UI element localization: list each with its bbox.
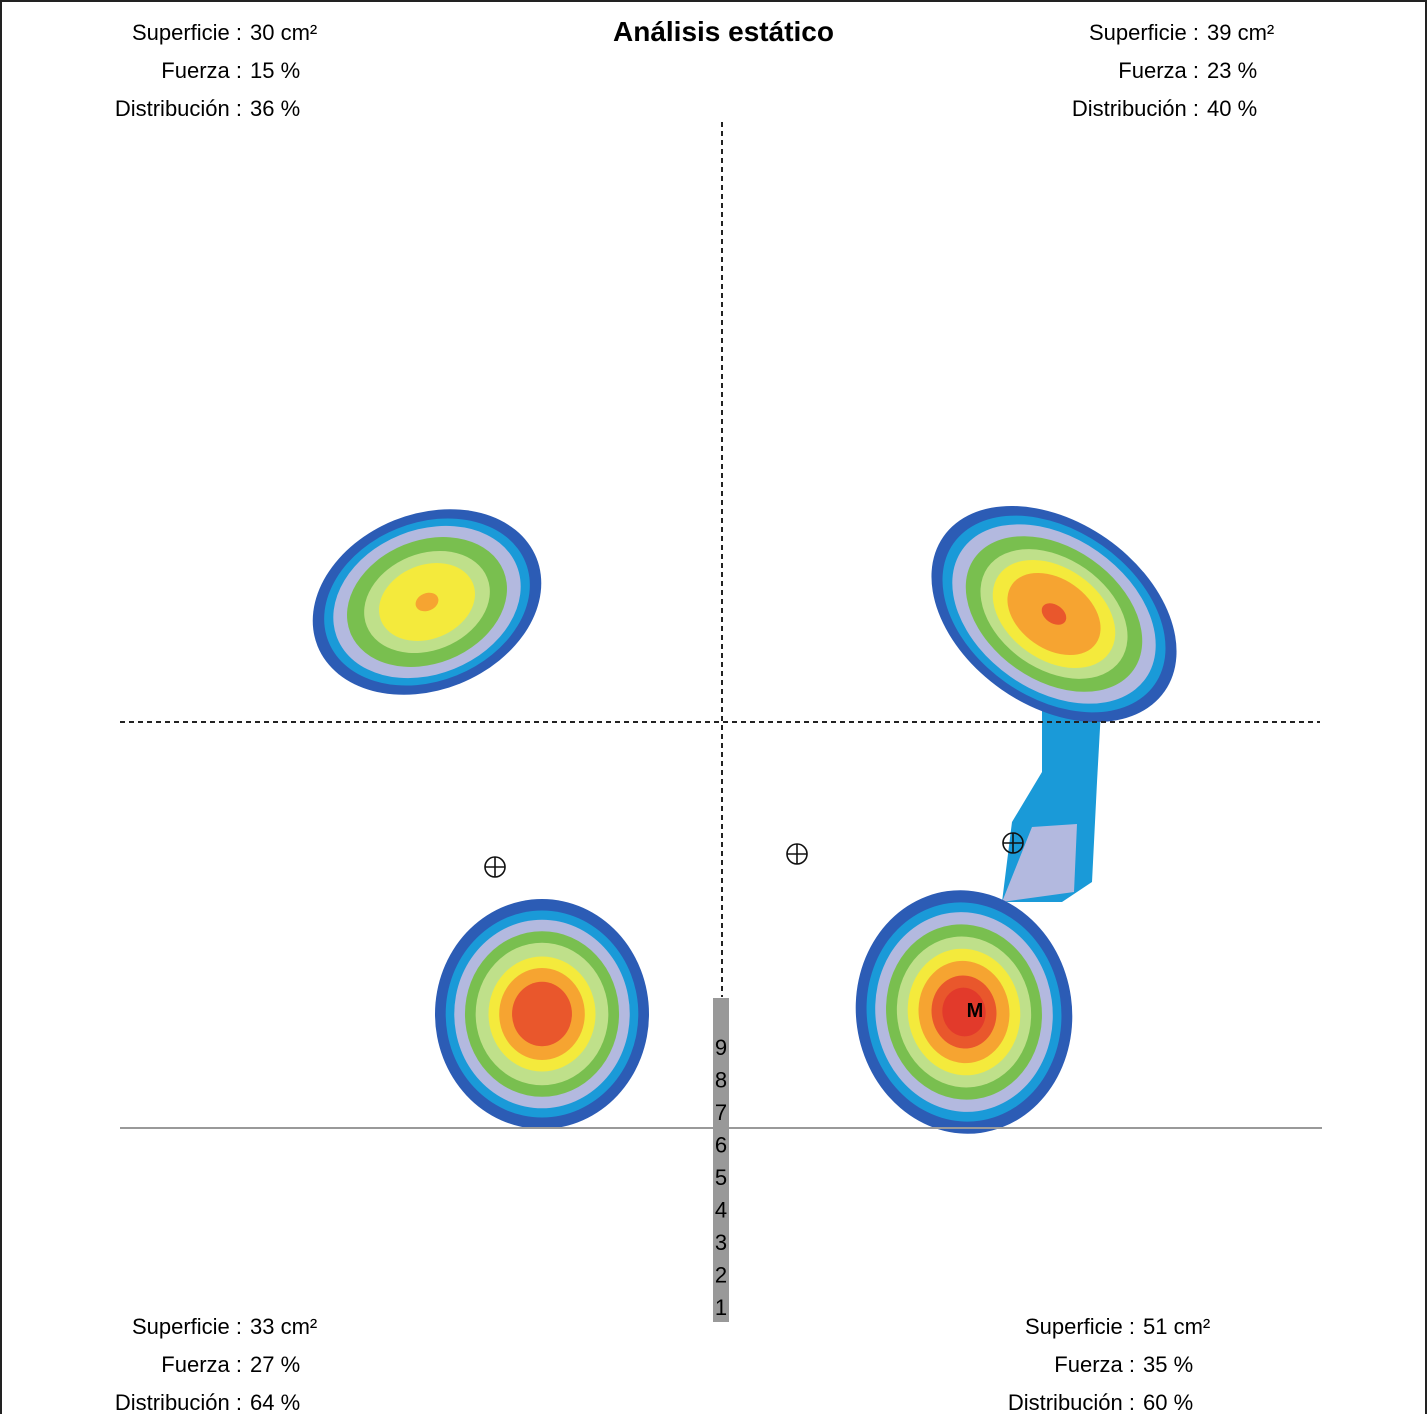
pressure-level bbox=[512, 982, 572, 1046]
pressure-blob bbox=[435, 899, 649, 1129]
scale-label: 8 bbox=[715, 1068, 727, 1093]
stat-value: 36 % bbox=[250, 96, 300, 122]
scale-label: 2 bbox=[715, 1263, 727, 1288]
center-marker bbox=[485, 857, 505, 877]
center-marker bbox=[1003, 833, 1023, 853]
stat-label: Distribución : bbox=[1008, 1390, 1135, 1414]
pressure-map: 9 8 7 6 5 4 3 2 1 M bbox=[2, 2, 1425, 1414]
stat-value: 35 % bbox=[1143, 1352, 1193, 1378]
centers bbox=[485, 833, 1023, 877]
stat-value: 51 cm² bbox=[1143, 1314, 1210, 1340]
stat-label: Distribución : bbox=[1072, 96, 1199, 122]
scale-label: 4 bbox=[715, 1198, 727, 1223]
screen: 987654321 M Análisis estático Superficie… bbox=[0, 0, 1427, 1414]
stat-value: 15 % bbox=[250, 58, 300, 84]
scale-label: 1 bbox=[715, 1295, 727, 1320]
scale-label: 7 bbox=[715, 1100, 727, 1125]
scale-label: 9 bbox=[715, 1035, 727, 1060]
stat-value: 27 % bbox=[250, 1352, 300, 1378]
stat-value: 39 cm² bbox=[1207, 20, 1274, 46]
marker-label: M bbox=[967, 1000, 984, 1022]
stat-label: Fuerza : bbox=[161, 58, 242, 84]
scale-label: 3 bbox=[715, 1230, 727, 1255]
center-marker bbox=[787, 844, 807, 864]
stat-label: Distribución : bbox=[115, 96, 242, 122]
stat-value: 64 % bbox=[250, 1390, 300, 1414]
stat-label: Superficie : bbox=[132, 1314, 242, 1340]
scale-label: 6 bbox=[715, 1133, 727, 1158]
stat-label: Fuerza : bbox=[161, 1352, 242, 1378]
stat-label: Distribución : bbox=[115, 1390, 242, 1414]
stat-label: Fuerza : bbox=[1118, 58, 1199, 84]
stat-label: Superficie : bbox=[1025, 1314, 1135, 1340]
stat-value: 23 % bbox=[1207, 58, 1257, 84]
scale-label: 5 bbox=[715, 1165, 727, 1190]
stat-label: Superficie : bbox=[132, 20, 242, 46]
stat-value: 30 cm² bbox=[250, 20, 317, 46]
stat-value: 60 % bbox=[1143, 1390, 1193, 1414]
pressure-blob bbox=[285, 476, 570, 728]
pressure-blob bbox=[840, 876, 1088, 1148]
pressure-blobs bbox=[285, 461, 1218, 1148]
stat-value: 40 % bbox=[1207, 96, 1257, 122]
stat-label: Fuerza : bbox=[1054, 1352, 1135, 1378]
stat-value: 33 cm² bbox=[250, 1314, 317, 1340]
scale-labels: 9 8 7 6 5 4 3 2 1 bbox=[715, 1035, 727, 1320]
stat-label: Superficie : bbox=[1089, 20, 1199, 46]
